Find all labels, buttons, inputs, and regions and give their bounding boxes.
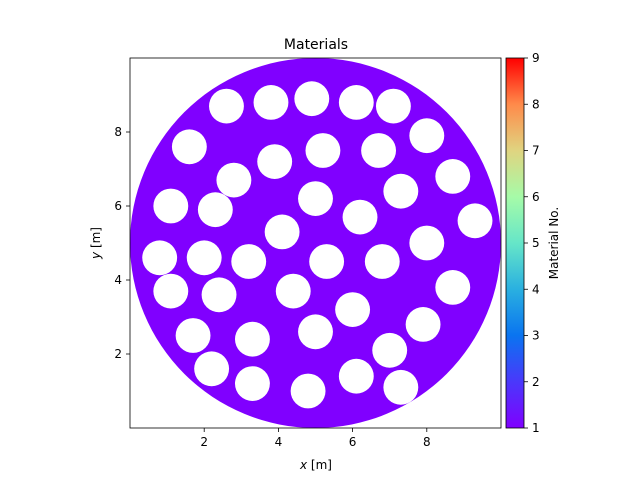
hole (383, 173, 419, 209)
hole (383, 369, 419, 405)
hole (197, 192, 233, 228)
hole (234, 321, 270, 357)
x-tick-label: 6 (349, 435, 357, 449)
hole (234, 366, 270, 401)
x-axis-var: x (299, 458, 308, 472)
hole (186, 240, 222, 276)
hole (435, 270, 471, 305)
colorbar-label: Material No. (547, 207, 561, 280)
hole (201, 277, 237, 313)
hole (216, 162, 252, 198)
x-tick-label: 2 (200, 435, 208, 449)
colorbar: 1 2 3 4 5 6 7 8 9 Material No. (505, 51, 561, 435)
colorbar-tick-label: 8 (532, 97, 540, 111)
colorbar-tick-label: 9 (532, 51, 540, 65)
hole (375, 88, 411, 124)
hole (361, 133, 397, 168)
hole (457, 203, 493, 239)
hole (435, 159, 471, 194)
x-tick-label: 8 (423, 435, 431, 449)
y-tick-label: 8 (114, 125, 122, 139)
colorbar-gradient (505, 57, 525, 429)
hole (342, 199, 378, 235)
axes-frame (129, 57, 502, 429)
hole (142, 240, 178, 276)
hole (405, 307, 441, 342)
hole (153, 273, 189, 309)
hole (309, 244, 345, 279)
hole (335, 292, 371, 327)
material-domain (130, 58, 501, 428)
hole (209, 88, 244, 124)
hole (194, 351, 230, 387)
plot-area: 2 4 6 8 2 4 6 8 (114, 57, 502, 449)
chart-title: Materials (284, 37, 348, 53)
y-tick-label: 4 (114, 273, 122, 287)
hole (290, 373, 326, 409)
colorbar-tick-label: 1 (532, 421, 540, 435)
hole (253, 85, 289, 120)
x-axis-unit: [m] (307, 458, 332, 472)
y-tick-label: 2 (114, 347, 122, 361)
colorbar-tick-label: 3 (532, 329, 540, 343)
hole (338, 358, 374, 394)
hole (171, 129, 207, 165)
hole (338, 85, 374, 120)
colorbar-tick-label: 4 (532, 282, 540, 296)
colorbar-tick-label: 5 (532, 236, 540, 250)
colorbar-tick-label: 7 (532, 144, 540, 158)
y-axis-label: y [m] (89, 227, 103, 260)
hole (298, 181, 333, 216)
hole (257, 144, 293, 179)
hole (409, 118, 445, 154)
y-axis-unit: [m] (89, 227, 103, 252)
y-tick-label: 6 (114, 199, 122, 213)
hole (275, 273, 311, 309)
hole (298, 314, 333, 350)
hole (153, 188, 189, 224)
hole (175, 318, 211, 353)
y-axis-var: y (89, 251, 103, 260)
x-tick-label: 4 (275, 435, 283, 449)
colorbar-tick-label: 6 (532, 190, 540, 204)
hole (264, 214, 300, 250)
hole (409, 225, 445, 261)
hole (294, 81, 330, 117)
hole (305, 133, 341, 168)
hole (364, 244, 400, 279)
x-axis-label: x [m] (299, 458, 332, 472)
colorbar-tick-label: 2 (532, 375, 540, 389)
hole (372, 332, 408, 368)
hole (231, 244, 267, 279)
